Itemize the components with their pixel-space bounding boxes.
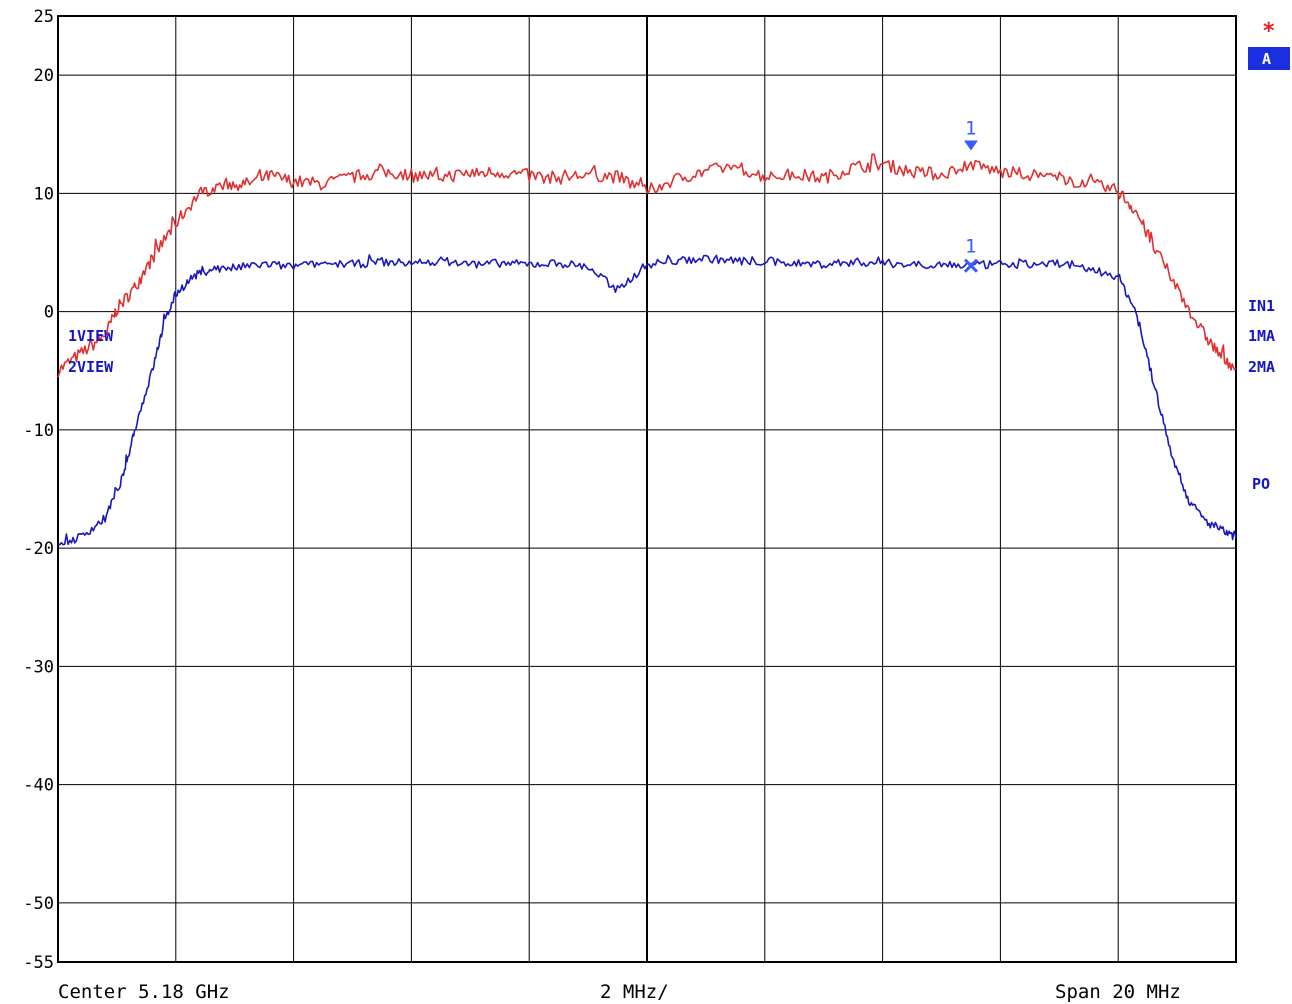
y-tick-label: -10 xyxy=(23,421,54,441)
marker-1-blue-label: 1 xyxy=(965,236,976,258)
footer-div: 2 MHz/ xyxy=(600,981,669,1003)
marker-1-red-label: 1 xyxy=(965,117,976,139)
traces xyxy=(57,153,1237,546)
y-axis-ticks: 25 20 10 0 -10 -20 -30 -40 -50 -55 xyxy=(23,7,54,973)
markers: 11 xyxy=(963,117,979,273)
overload-star: * xyxy=(1263,19,1275,44)
marker-1-blue-symbol xyxy=(963,258,979,273)
footer-span: Span 20 MHz xyxy=(1055,981,1181,1003)
side-label-in1: IN1 xyxy=(1248,297,1275,315)
y-tick-label: 0 xyxy=(44,303,54,323)
footer-center: Center 5.18 GHz xyxy=(58,981,230,1003)
y-tick-label: 10 xyxy=(34,184,54,204)
y-tick-label: -55 xyxy=(23,953,54,973)
y-tick-label: -30 xyxy=(23,657,54,677)
side-label-2ma: 2MA xyxy=(1248,358,1275,376)
trace-a-badge xyxy=(1248,47,1290,70)
trace-label-2view: 2VIEW xyxy=(68,358,114,376)
y-tick-label: -40 xyxy=(23,776,54,796)
side-label-p0: PO xyxy=(1252,475,1270,493)
trace-blue xyxy=(57,254,1237,546)
y-tick-label: -20 xyxy=(23,539,54,559)
trace-red xyxy=(57,153,1237,378)
y-tick-label: 20 xyxy=(34,66,54,86)
side-label-1ma: 1MA xyxy=(1248,327,1275,345)
y-tick-label: -50 xyxy=(23,894,54,914)
plot-grid xyxy=(57,15,1237,963)
trace-a-badge-label: A xyxy=(1262,50,1271,68)
trace-label-1view: 1VIEW xyxy=(68,327,114,345)
y-tick-label: 25 xyxy=(34,7,54,27)
marker-1-red-symbol xyxy=(963,140,978,151)
